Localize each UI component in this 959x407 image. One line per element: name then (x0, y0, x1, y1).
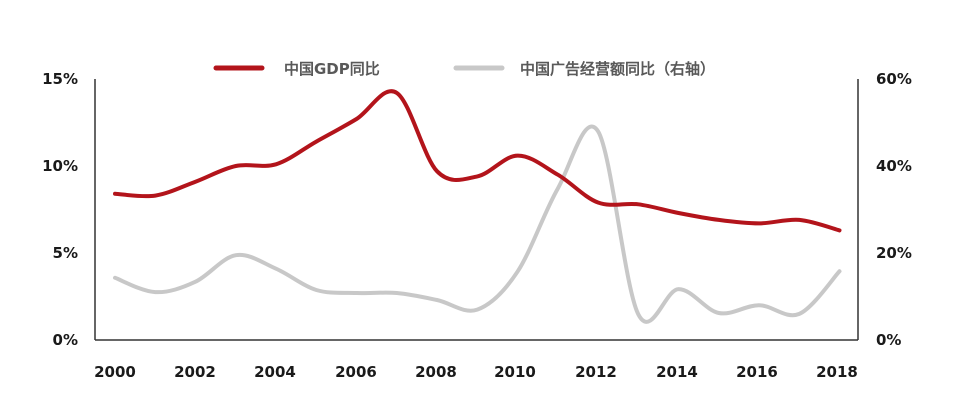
data-point-ad-2004 (274, 267, 278, 271)
right-tick-label: 20% (876, 244, 912, 262)
data-point-gdp-2007 (395, 91, 399, 95)
data-point-gdp-2014 (677, 211, 681, 215)
data-point-ad-2007 (395, 291, 399, 295)
data-point-gdp-2002 (194, 180, 198, 184)
x-tick-label: 2008 (415, 363, 457, 381)
data-point-gdp-2001 (153, 194, 157, 198)
legend: 中国GDP同比 中国广告经营额同比（右轴） (213, 60, 715, 78)
x-tick-label: 2002 (174, 363, 216, 381)
data-point-ad-2010 (516, 270, 520, 274)
data-point-gdp-2000 (113, 192, 117, 196)
data-point-ad-2001 (153, 290, 157, 294)
data-point-ad-2002 (194, 280, 198, 284)
data-point-gdp-2006 (355, 117, 359, 121)
data-point-gdp-2010 (516, 154, 520, 158)
data-point-ad-2009 (475, 308, 479, 312)
data-point-gdp-2003 (234, 164, 238, 168)
data-point-ad-2016 (757, 303, 761, 307)
data-point-gdp-2015 (717, 218, 721, 222)
series-line-ad (113, 124, 842, 324)
x-axis: 2000 2002 2004 2006 2008 2010 2012 2014 … (94, 339, 858, 381)
data-point-gdp-2016 (757, 221, 761, 225)
data-point-gdp-2011 (556, 173, 560, 177)
data-point-ad-2015 (717, 311, 721, 315)
data-point-ad-2014 (677, 287, 681, 291)
left-tick-label: 10% (42, 157, 78, 175)
data-point-gdp-2005 (314, 140, 318, 144)
x-tick-label: 2006 (335, 363, 377, 381)
data-point-ad-2008 (435, 298, 439, 302)
series-line-gdp (113, 89, 842, 233)
data-point-ad-2013 (636, 312, 640, 316)
data-point-ad-2000 (113, 276, 117, 280)
x-tick-label: 2016 (736, 363, 778, 381)
series-layer (113, 89, 842, 324)
x-tick-label: 2014 (656, 363, 698, 381)
x-tick-label: 2010 (494, 363, 536, 381)
x-tick-label: 2000 (94, 363, 136, 381)
data-point-gdp-2004 (274, 162, 278, 166)
data-point-gdp-2012 (596, 201, 600, 205)
data-point-gdp-2008 (435, 169, 439, 173)
x-tick-label: 2004 (254, 363, 296, 381)
data-point-ad-2012 (596, 129, 600, 133)
data-point-ad-2005 (314, 288, 318, 292)
data-point-gdp-2017 (797, 218, 801, 222)
left-tick-label: 15% (42, 70, 78, 88)
data-point-ad-2017 (797, 312, 801, 316)
right-tick-label: 40% (876, 157, 912, 175)
right-axis: 60% 40% 20% 0% (857, 70, 912, 349)
legend-label-gdp: 中国GDP同比 (284, 60, 380, 78)
data-point-gdp-2013 (636, 202, 640, 206)
left-tick-label: 0% (53, 331, 78, 349)
data-point-ad-2011 (556, 187, 560, 191)
right-tick-label: 0% (876, 331, 901, 349)
right-tick-label: 60% (876, 70, 912, 88)
data-point-ad-2006 (355, 291, 359, 295)
left-tick-label: 5% (53, 244, 78, 262)
data-point-ad-2003 (234, 253, 238, 257)
x-tick-label: 2012 (575, 363, 617, 381)
left-axis: 15% 10% 5% 0% (42, 70, 96, 349)
data-point-gdp-2009 (475, 174, 479, 178)
data-point-gdp-2018 (838, 228, 842, 232)
data-point-ad-2018 (838, 269, 842, 273)
legend-label-ad: 中国广告经营额同比（右轴） (520, 60, 715, 78)
x-tick-label: 2018 (816, 363, 858, 381)
